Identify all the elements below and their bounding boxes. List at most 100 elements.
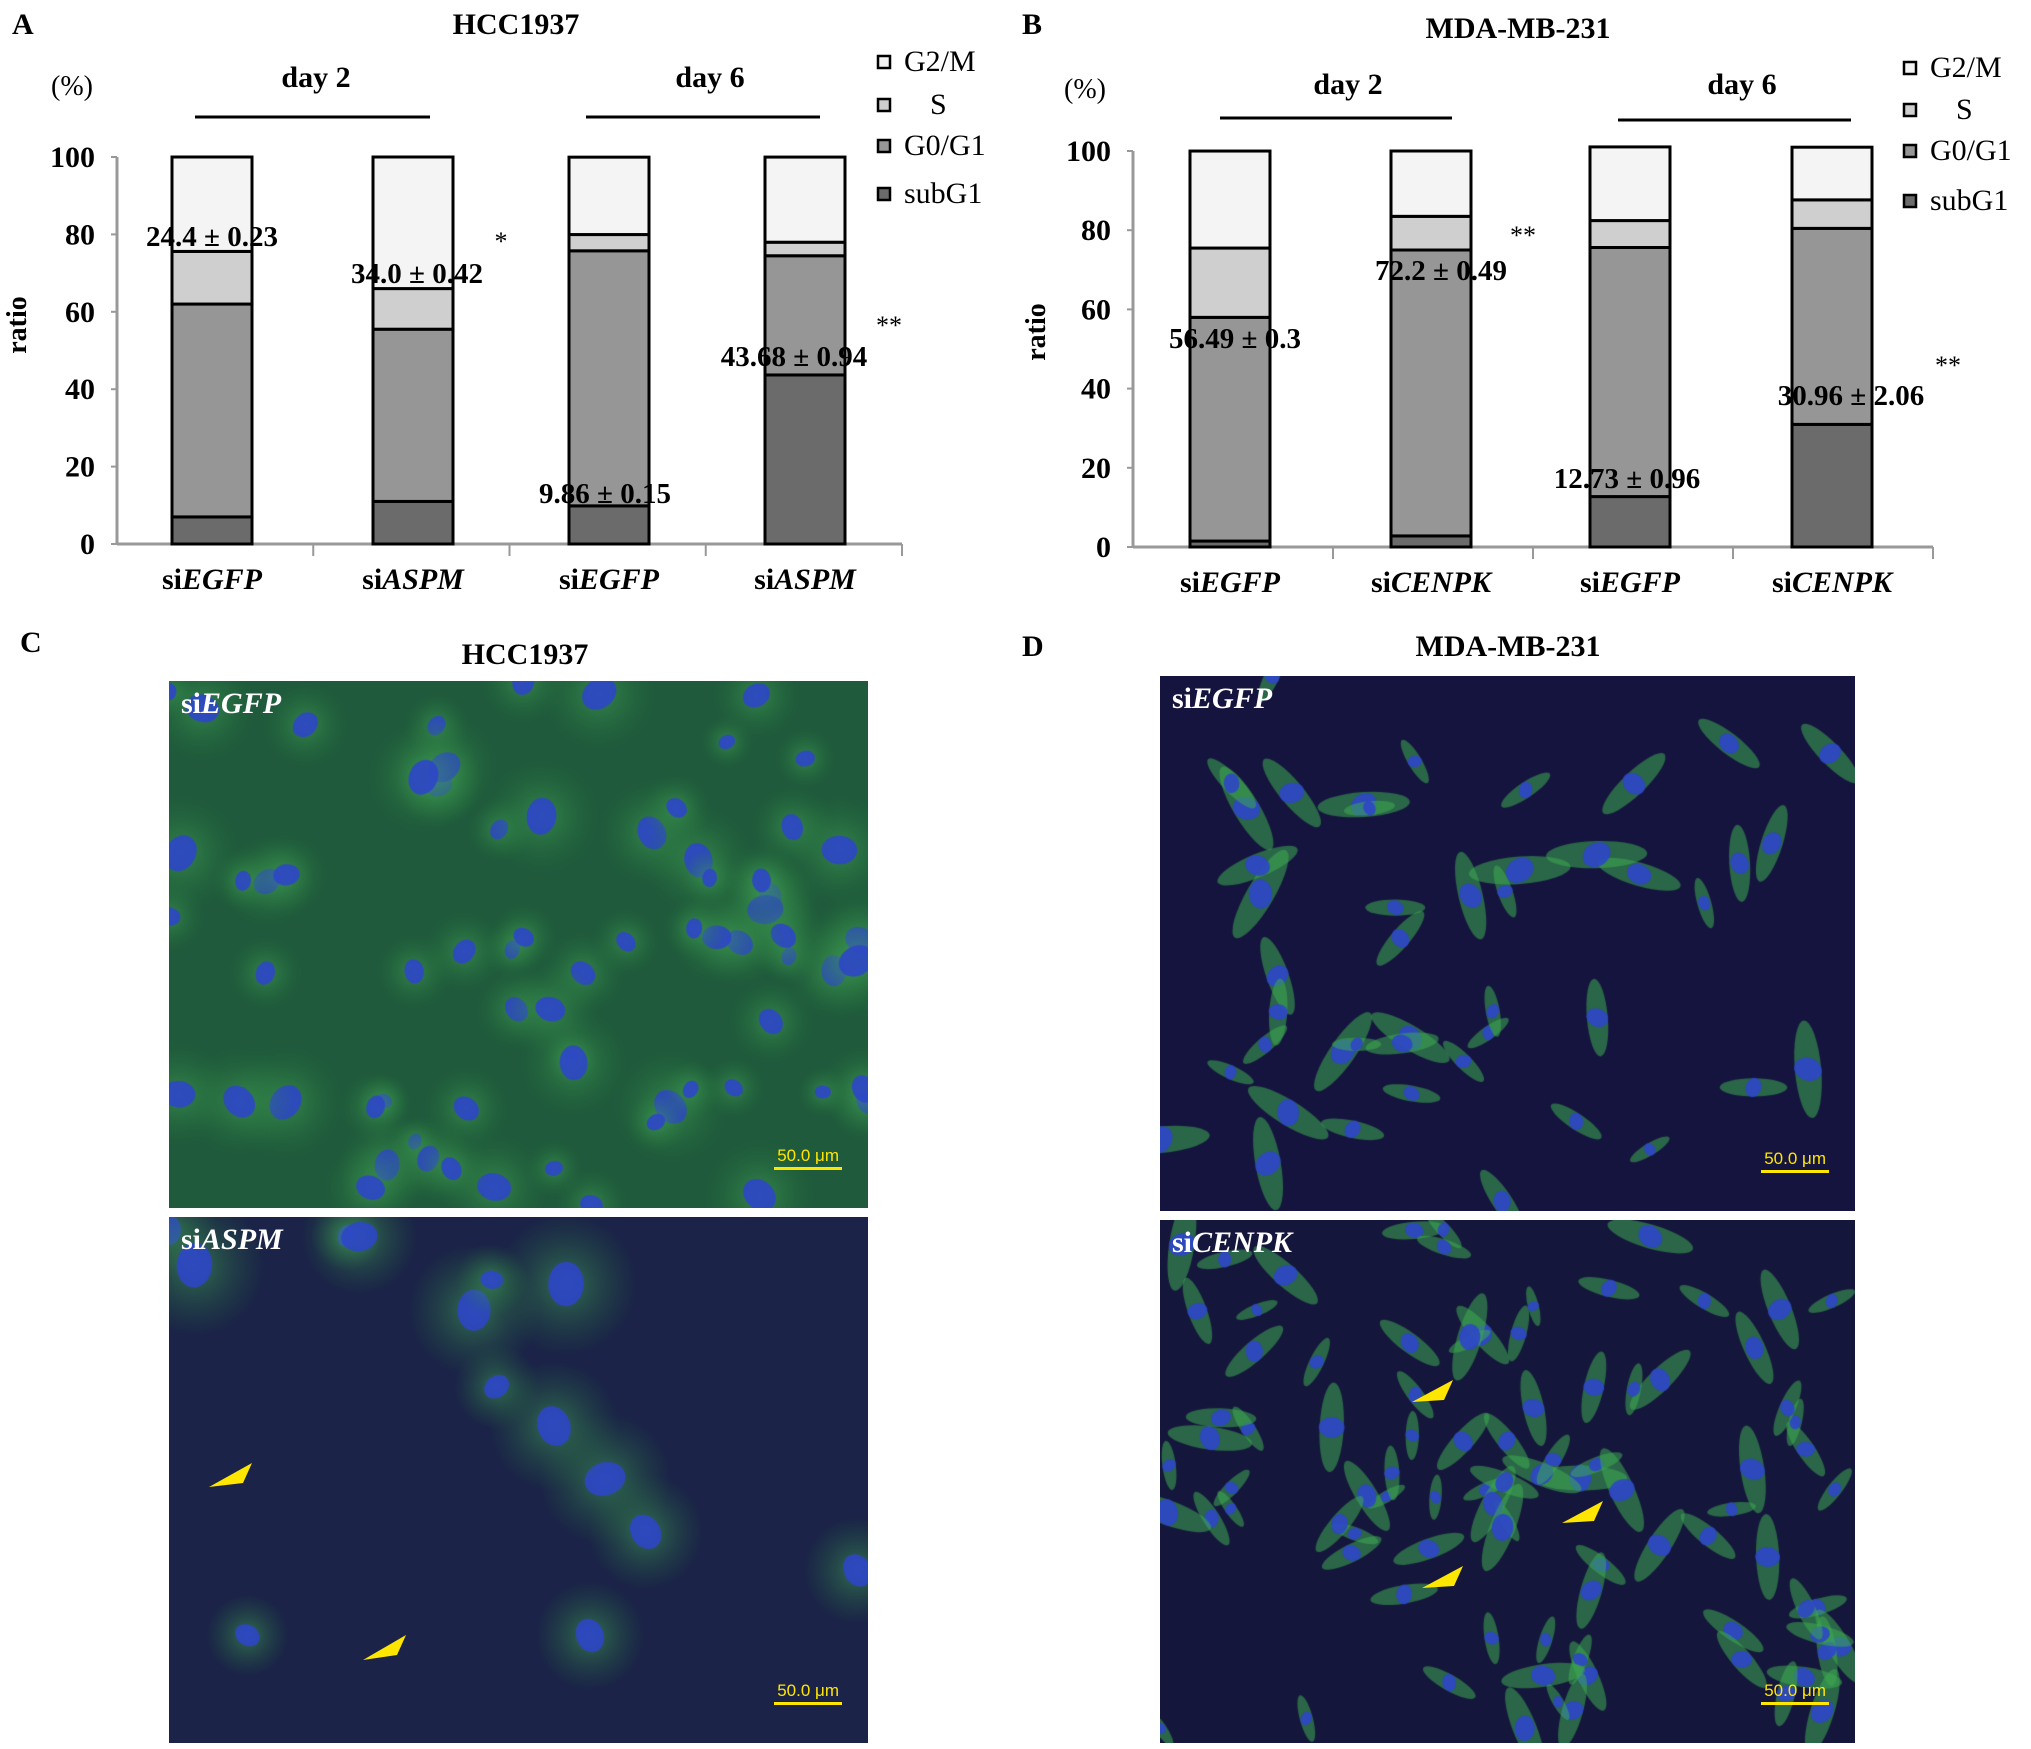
- legend-label: G0/G1: [904, 129, 986, 162]
- bar-segment-g2m: [371, 155, 455, 291]
- bar-segment-subg1: [567, 504, 651, 546]
- significance-marker: **: [1935, 351, 1961, 380]
- data-annotation: 9.86 ± 0.15: [539, 478, 671, 510]
- y-tick-label: 100: [1066, 135, 1111, 168]
- bar-segment-s: [1588, 219, 1672, 250]
- group-label: day 6: [1707, 68, 1776, 101]
- x-label-gene: EGFP: [578, 563, 660, 596]
- arrowhead-icon: [363, 1635, 406, 1660]
- x-label-gene: CENPK: [1792, 566, 1894, 599]
- arrowhead-icon: [1562, 1501, 1603, 1523]
- bar-segment-subg1: [1588, 495, 1672, 549]
- bar-segment-g0g1: [1389, 248, 1473, 538]
- panel-d-title: MDA-MB-231: [1415, 630, 1601, 663]
- data-annotation: 12.73 ± 0.96: [1554, 463, 1700, 495]
- legend-label: subG1: [904, 177, 982, 210]
- bar-segment-subg1: [1389, 534, 1473, 549]
- y-tick-label: 40: [1081, 373, 1111, 406]
- bar-segment-g2m: [170, 155, 254, 253]
- legend-label: G2/M: [904, 45, 976, 78]
- x-label-gene: EGFP: [1199, 566, 1281, 599]
- bar-segment-g0g1: [1588, 246, 1672, 499]
- y-tick-label: 20: [65, 451, 95, 484]
- group-label: day 2: [1313, 68, 1382, 101]
- x-label-prefix: si: [1580, 566, 1600, 599]
- y-axis-label: ratio: [1021, 303, 1052, 361]
- bar-segment-g2m: [763, 155, 847, 244]
- y-tick-label: 60: [1081, 293, 1111, 326]
- data-annotation: 30.96 ± 2.06: [1778, 380, 1924, 412]
- bar-segment-g0g1: [170, 302, 254, 519]
- micrograph-hcc1937-siaspm: siASPM 50.0 μm: [169, 1217, 868, 1743]
- significance-marker: **: [1510, 221, 1536, 250]
- bar-segment-g0g1: [763, 254, 847, 377]
- panel-letter-d: D: [1022, 630, 1044, 663]
- arrowheads: [209, 1463, 406, 1660]
- micrograph-label: siEGFP: [181, 687, 282, 720]
- legend-label: subG1: [1930, 184, 2008, 217]
- legend-swatch: [1902, 143, 1918, 159]
- panel-b-title: MDA-MB-231: [1425, 12, 1611, 45]
- legend-swatch: [876, 186, 892, 202]
- bar-segment-subg1: [371, 499, 455, 546]
- bar-segment-g2m: [1790, 145, 1874, 202]
- y-unit-label: (%): [51, 71, 93, 102]
- legend-swatch: [1902, 60, 1918, 76]
- bar-segment-g2m: [567, 155, 651, 237]
- micrograph-mda-sicenpk: siCENPK 50.0 μm: [1160, 1220, 1855, 1743]
- legend-label: G0/G1: [1930, 134, 2012, 167]
- x-label-prefix: si: [1371, 566, 1391, 599]
- micrograph-mda-siegfp: siEGFP 50.0 μm: [1160, 676, 1855, 1211]
- y-unit-label: (%): [1064, 74, 1106, 105]
- data-annotation: 43.68 ± 0.94: [721, 341, 867, 373]
- x-tick-label: siEGFP: [1580, 566, 1681, 599]
- y-tick-label: 0: [1096, 531, 1111, 564]
- bar-segment-g0g1: [567, 249, 651, 508]
- data-annotation: 34.0 ± 0.42: [351, 258, 483, 290]
- panel-letter-c: C: [20, 626, 42, 659]
- data-annotation: 24.4 ± 0.23: [146, 221, 278, 253]
- y-axis-label: ratio: [2, 296, 33, 354]
- x-label-gene: EGFP: [1599, 566, 1681, 599]
- x-label-prefix: si: [162, 563, 182, 596]
- y-tick-label: 80: [65, 218, 95, 251]
- legend-swatch: [876, 54, 892, 70]
- bar-segment-s: [1188, 246, 1272, 319]
- y-tick-label: 40: [65, 373, 95, 406]
- bar-segment-subg1: [763, 373, 847, 546]
- legend-swatch: [1902, 102, 1918, 118]
- micrograph-label: siEGFP: [1172, 682, 1273, 715]
- x-tick-label: siEGFP: [1180, 566, 1281, 599]
- y-tick-label: 60: [65, 296, 95, 329]
- panel-letter-b: B: [1022, 8, 1043, 41]
- x-label-gene: CENPK: [1391, 566, 1493, 599]
- bar-segment-g2m: [1188, 149, 1272, 250]
- bar-segment-subg1: [170, 515, 254, 546]
- significance-marker: *: [495, 227, 508, 256]
- legend-swatch: [876, 138, 892, 154]
- legend-label: S: [1956, 93, 1973, 126]
- arrowhead-icon: [1412, 1380, 1453, 1402]
- y-tick-label: 20: [1081, 452, 1111, 485]
- bar-segment-g2m: [1389, 149, 1473, 218]
- bar-segment-s: [763, 240, 847, 258]
- x-tick-label: siASPM: [362, 563, 465, 596]
- panel-c-title: HCC1937: [461, 638, 589, 671]
- micrograph-label: siASPM: [181, 1223, 283, 1256]
- bar-segment-s: [371, 287, 455, 331]
- bar-segment-subg1: [1790, 422, 1874, 549]
- bar-segment-s: [567, 233, 651, 253]
- x-label-gene: ASPM: [380, 563, 465, 596]
- x-label-prefix: si: [1180, 566, 1200, 599]
- x-tick-label: siASPM: [754, 563, 857, 596]
- x-tick-label: siEGFP: [559, 563, 660, 596]
- bar-segment-s: [170, 249, 254, 306]
- scale-bar: 50.0 μm: [774, 1681, 842, 1705]
- x-tick-label: siEGFP: [162, 563, 263, 596]
- arrowhead-icon: [1422, 1566, 1463, 1588]
- micrograph-hcc1937-siegfp: siEGFP 50.0 μm: [169, 681, 868, 1208]
- bar-segment-s: [1790, 198, 1874, 230]
- x-label-prefix: si: [754, 563, 774, 596]
